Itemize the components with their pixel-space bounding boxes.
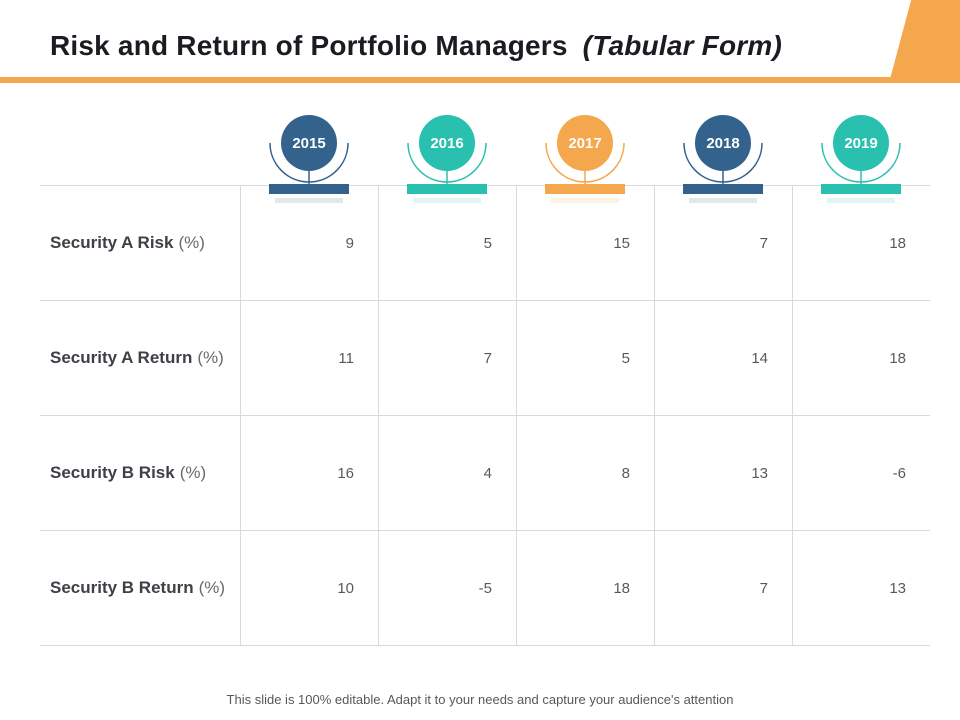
corner-accent-shape [888,0,960,83]
table-row-security-b-return: Security B Return (%) 10 -5 18 7 13 [40,531,930,646]
value-cell: 7 [654,186,792,300]
year-circle-icon [281,115,337,171]
year-label: 2017 [568,135,601,152]
value-cell: 5 [378,186,516,300]
footer-note: This slide is 100% editable. Adapt it to… [226,692,734,707]
row-label: Security A Risk (%) [40,186,240,300]
value-cell: 10 [240,531,378,645]
value-cell: 8 [516,416,654,530]
value-cell: 5 [516,301,654,415]
value-cell: 13 [654,416,792,530]
value-cell: 18 [792,186,930,300]
year-circle-icon [419,115,475,171]
value-cell: 18 [792,301,930,415]
value-cell: 13 [792,531,930,645]
column-bar [821,184,901,194]
value-cell: 18 [516,531,654,645]
title-underline-rule [0,77,960,83]
table-row-security-b-risk: Security B Risk (%) 16 4 8 13 -6 [40,416,930,531]
row-label-unit: (%) [178,233,205,252]
value-cell: 15 [516,186,654,300]
row-label-unit: (%) [197,348,224,367]
bar-reflection [551,198,619,203]
value-cell: 16 [240,416,378,530]
value-cell: 4 [378,416,516,530]
year-marker-icon: 2018 [683,115,763,203]
year-circle-icon [695,115,751,171]
year-circle-icon [557,115,613,171]
year-marker-icon: 2019 [821,115,901,203]
row-label: Security B Risk (%) [40,416,240,530]
row-label: Security B Return (%) [40,531,240,645]
year-label: 2018 [706,135,739,152]
bar-reflection [413,198,481,203]
value-cell: 7 [654,531,792,645]
year-marker-2019: 2019 [791,105,931,205]
year-label: 2016 [430,135,463,152]
year-marker-2017: 2017 [515,105,655,205]
row-label-unit: (%) [198,578,226,597]
value-cell: 11 [240,301,378,415]
bar-reflection [689,198,757,203]
page-title: Risk and Return of Portfolio Managers (T… [50,30,782,62]
value-cell: 7 [378,301,516,415]
cradle-arc-icon [683,142,763,183]
cradle-arc-icon [821,142,901,183]
row-label: Security A Return (%) [40,301,240,415]
column-bar [683,184,763,194]
row-label-name: Security B Return [50,578,194,597]
risk-return-table: Security A Risk (%) 9 5 15 7 18 Security… [40,185,930,646]
value-cell: 9 [240,186,378,300]
year-marker-icon: 2016 [407,115,487,203]
value-cell: -5 [378,531,516,645]
value-cell: -6 [792,416,930,530]
year-label: 2015 [292,135,325,152]
cradle-arc-icon [545,142,625,183]
bar-reflection [827,198,895,203]
year-marker-2016: 2016 [377,105,517,205]
page-title-main: Risk and Return of Portfolio Managers [50,30,568,61]
row-label-unit: (%) [179,463,207,482]
table-row-security-a-risk: Security A Risk (%) 9 5 15 7 18 [40,186,930,301]
row-label-name: Security A Risk [50,233,174,252]
year-marker-icon: 2015 [269,115,349,203]
column-bar [407,184,487,194]
value-cell: 14 [654,301,792,415]
year-marker-2015: 2015 [239,105,379,205]
year-marker-2018: 2018 [653,105,793,205]
row-label-name: Security B Risk [50,463,175,482]
year-marker-icon: 2017 [545,115,625,203]
row-label-name: Security A Return [50,348,193,367]
cradle-arc-icon [269,142,349,183]
year-circle-icon [833,115,889,171]
column-bar [269,184,349,194]
year-label: 2019 [844,135,877,152]
table-row-security-a-return: Security A Return (%) 11 7 5 14 18 [40,301,930,416]
bar-reflection [275,198,343,203]
page-title-suffix: (Tabular Form) [582,30,782,61]
column-bar [545,184,625,194]
cradle-arc-icon [407,142,487,183]
